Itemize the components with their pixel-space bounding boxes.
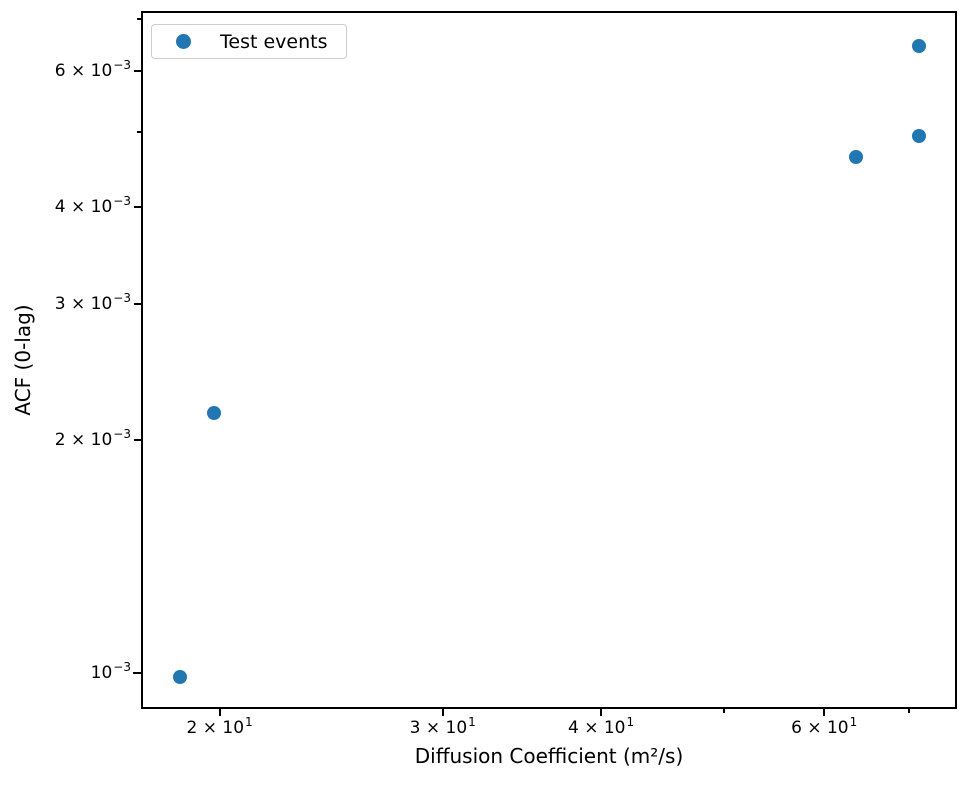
data-point <box>912 128 927 143</box>
y-tick-label: 3 × 10−3 <box>54 291 131 315</box>
y-tick <box>137 18 141 21</box>
x-tick-label: 4 × 101 <box>567 715 635 738</box>
data-point <box>912 38 927 53</box>
y-tick <box>134 303 141 306</box>
y-tick-label: 6 × 10−3 <box>54 58 131 81</box>
x-tick <box>908 709 911 713</box>
legend-label: Test events <box>220 30 328 53</box>
y-tick-label: 2 × 10−3 <box>54 427 131 451</box>
x-tick <box>441 709 444 716</box>
legend-box: Test events <box>151 24 347 59</box>
data-point <box>172 669 187 684</box>
y-tick <box>133 672 141 675</box>
x-tick <box>722 709 725 713</box>
x-tick-label: 6 × 101 <box>791 715 858 738</box>
y-tick-label: 10−3 <box>90 660 131 684</box>
x-tick <box>823 709 826 716</box>
x-tick <box>218 709 221 716</box>
plot-area <box>141 11 957 709</box>
y-tick <box>137 131 141 134</box>
data-point <box>849 150 864 165</box>
legend-marker-icon <box>176 34 191 49</box>
y-tick <box>134 70 141 72</box>
x-tick-label: 3 × 101 <box>409 715 476 738</box>
y-tick <box>134 439 141 442</box>
y-axis-label: ACF (0-lag) <box>11 304 35 416</box>
x-tick <box>600 709 603 716</box>
y-tick-label: 4 × 10−3 <box>54 194 131 218</box>
y-tick <box>134 206 141 209</box>
x-axis-label: Diffusion Coefficient (m²/s) <box>414 744 684 768</box>
x-tick-label: 2 × 101 <box>186 715 253 738</box>
data-point <box>207 405 222 420</box>
